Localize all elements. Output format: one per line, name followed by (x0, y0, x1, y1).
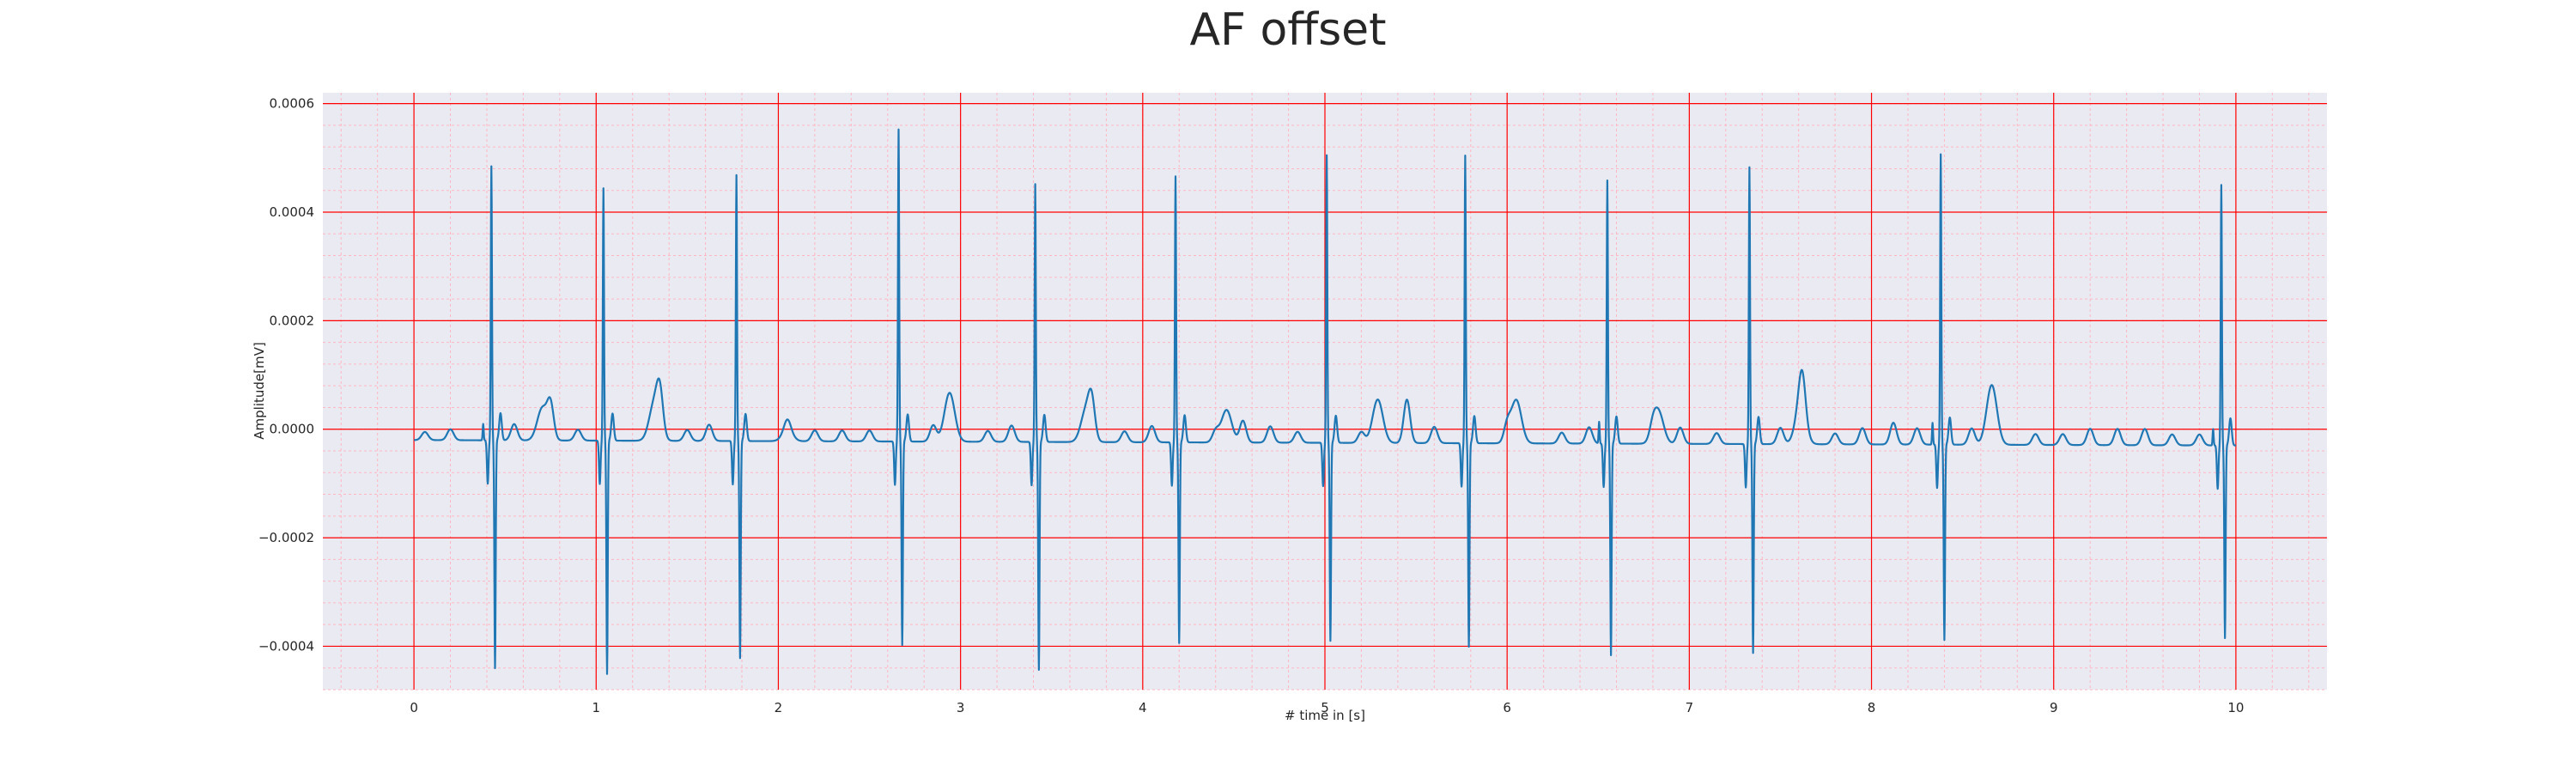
x-tick-label: 5 (1321, 700, 1329, 715)
ecg-series (413, 128, 2237, 675)
x-tick-label: 3 (957, 700, 965, 715)
y-tick-label: 0.0006 (270, 96, 315, 112)
x-tick-label: 8 (1868, 700, 1876, 715)
chart-title: AF offset (1189, 4, 1386, 56)
y-tick-label: 0.0000 (270, 422, 315, 437)
y-tick-label: 0.0004 (270, 204, 315, 220)
x-axis-label: # time in [s] (1285, 708, 1365, 723)
x-tick-label: 10 (2227, 700, 2244, 715)
y-tick-label: −0.0004 (258, 638, 314, 654)
ecg-line (413, 128, 2237, 675)
x-axis-ticks: 0 1 2 3 4 5 6 7 8 9 10 (410, 700, 2244, 715)
x-tick-label: 0 (410, 700, 418, 715)
x-tick-label: 1 (592, 700, 600, 715)
y-tick-label: 0.0002 (270, 313, 315, 328)
y-tick-label: −0.0002 (258, 530, 314, 545)
x-tick-label: 9 (2050, 700, 2058, 715)
x-tick-label: 6 (1503, 700, 1511, 715)
x-tick-label: 7 (1686, 700, 1694, 715)
x-tick-label: 4 (1139, 700, 1147, 715)
x-tick-label: 2 (775, 700, 783, 715)
y-axis-ticks: −0.0004 −0.0002 0.0000 0.0002 0.0004 0.0006 (258, 96, 314, 654)
y-axis-label: Amplitude[mV] (252, 342, 267, 439)
